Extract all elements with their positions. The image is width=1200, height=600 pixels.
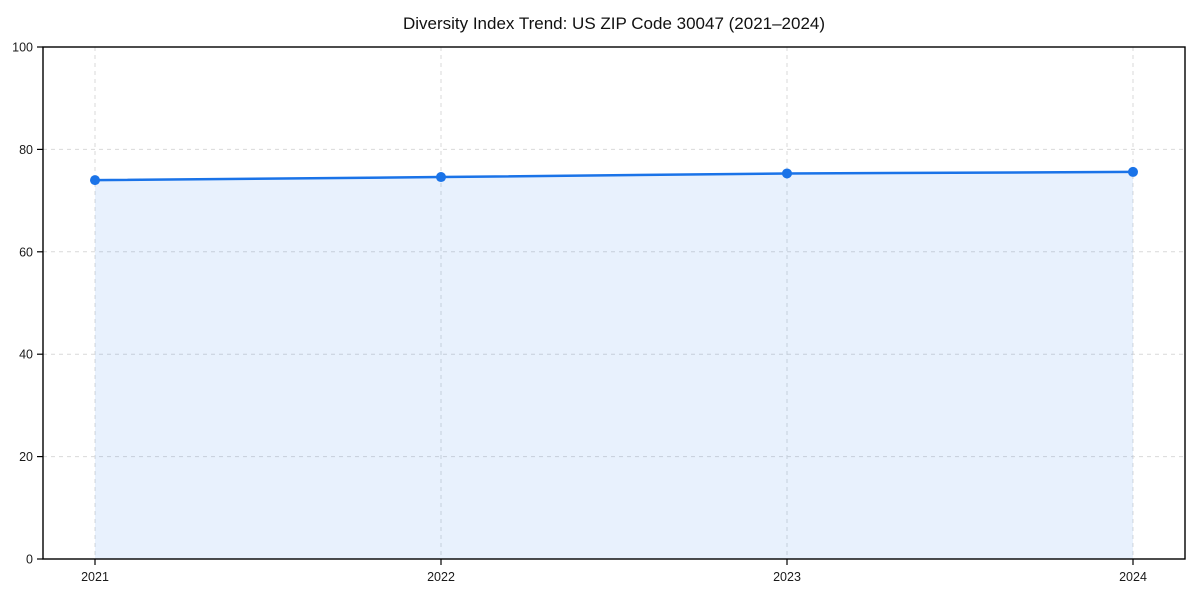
data-point-2024 [1128, 166, 1138, 177]
x-tick-label: 2021 [81, 570, 109, 584]
trend-line [93, 170, 1135, 182]
axis-ticks [37, 46, 1134, 565]
y-tick-label: 100 [12, 41, 33, 55]
x-tick-label: 2023 [773, 570, 801, 584]
x-tick-label: 2022 [427, 570, 455, 584]
series-line [93, 170, 1135, 182]
y-tick-label: 60 [19, 245, 33, 259]
area-fill [95, 171, 1133, 560]
data-point-2021 [90, 175, 100, 186]
y-tick-label: 0 [26, 553, 33, 567]
data-point-2023 [782, 168, 792, 179]
area-under-line [95, 171, 1133, 560]
data-point-2022 [436, 172, 446, 183]
data-points [90, 166, 1138, 186]
axis-tick-labels: 0 20 40 60 80 100 2021 2022 2023 2024 [12, 41, 1147, 585]
axes-border [42, 46, 1186, 560]
y-tick-label: 80 [19, 143, 33, 157]
chart-title: Diversity Index Trend: US ZIP Code 30047… [403, 14, 825, 33]
x-tick-label: 2024 [1119, 570, 1147, 584]
y-tick-label: 40 [19, 348, 33, 362]
plot-border [42, 46, 1186, 560]
y-tick-label: 20 [19, 450, 33, 464]
